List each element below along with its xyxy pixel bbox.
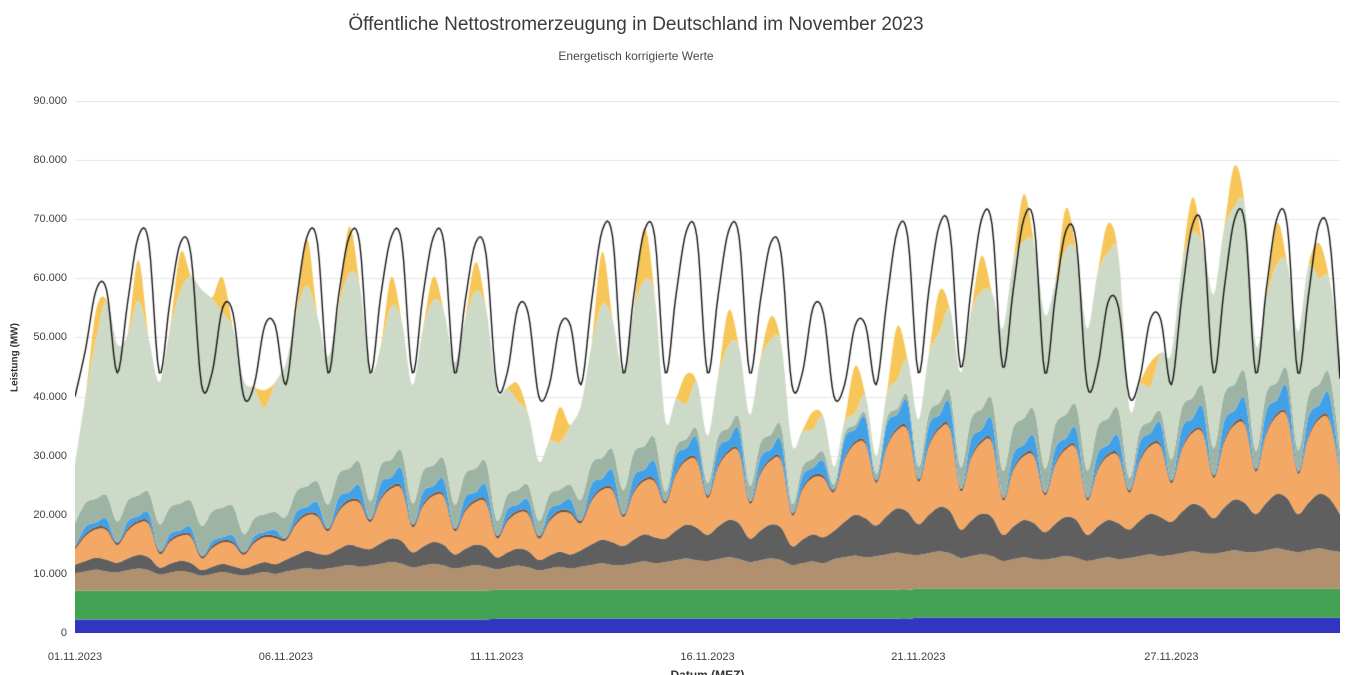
y-tick-label: 50.000: [33, 331, 67, 344]
y-tick-label: 20.000: [33, 508, 67, 521]
x-tick-label: 11.11.2023: [469, 651, 524, 663]
chart-title: Öffentliche Nettostromerzeugung in Deuts…: [348, 14, 924, 35]
x-axis-ticks: 01.11.2023 06.11.2023 11.11.2023 16.11.2023…: [0, 651, 1348, 667]
y-tick-label: 30.000: [33, 449, 67, 462]
y-tick-label: 70.000: [33, 213, 67, 226]
y-tick-label: 60.000: [33, 272, 67, 285]
x-tick-label: 06.11.2023: [258, 651, 313, 663]
plot-area: [75, 101, 1340, 633]
y-tick-label: 80.000: [33, 154, 67, 167]
x-tick-label: 01.11.2023: [47, 651, 103, 663]
stacked-area-chart-canvas[interactable]: [75, 101, 1340, 633]
y-axis-ticks: 0 10.000 20.000 30.000 40.000 50.000 60.000 70.…: [0, 0, 67, 675]
y-tick-label: 0: [60, 627, 67, 639]
y-tick-label: 10.000: [33, 567, 67, 580]
x-axis-title: Datum (MEZ): [670, 668, 745, 675]
chart-subtitle: Energetisch korrigierte Werte: [558, 49, 714, 63]
x-tick-label: 16.11.2023: [680, 651, 735, 663]
x-tick-label: 27.11.2023: [1144, 651, 1199, 663]
y-tick-label: 90.000: [33, 95, 67, 107]
y-tick-label: 40.000: [33, 390, 67, 403]
x-tick-label: 21.11.2023: [891, 651, 946, 663]
